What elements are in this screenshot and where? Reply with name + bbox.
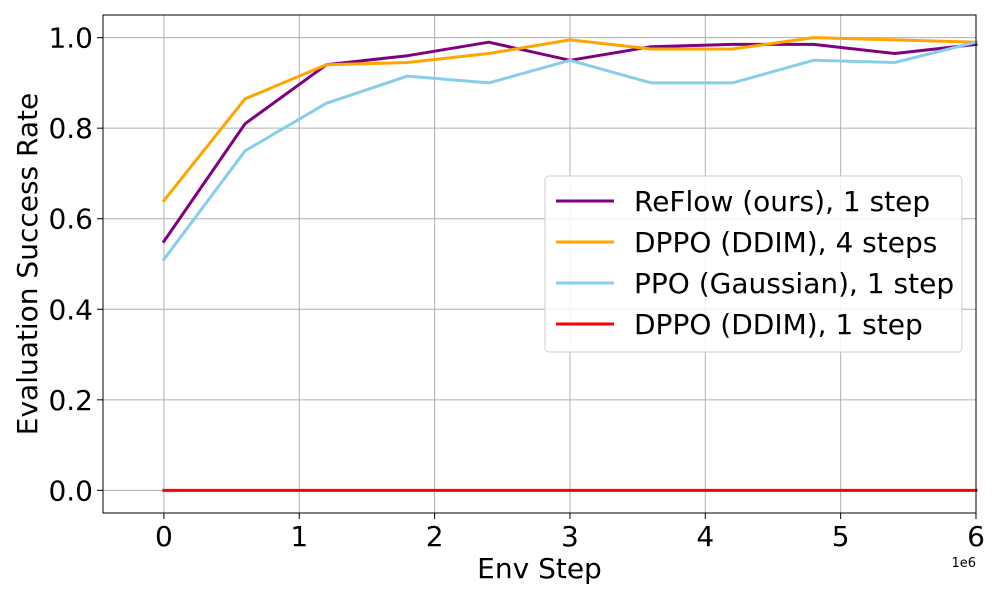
legend-label: PPO (Gaussian), 1 step — [634, 267, 954, 300]
x-tick-label: 5 — [832, 520, 850, 553]
y-tick-label: 0.2 — [48, 384, 93, 417]
legend: ReFlow (ours), 1 step DPPO (DDIM), 4 step… — [544, 175, 963, 353]
y-tick-label: 0.8 — [48, 112, 93, 145]
legend-box — [544, 175, 963, 353]
x-tick-label: 4 — [696, 520, 714, 553]
series-lines — [161, 36, 978, 492]
x-axis-label: Env Step — [477, 552, 602, 585]
y-axis-ticks: 0.0 0.2 0.4 0.6 0.8 1.0 — [48, 22, 103, 507]
x-tick-label: 0 — [155, 520, 173, 553]
y-tick-label: 0.4 — [48, 293, 93, 326]
y-tick-label: 1.0 — [48, 22, 93, 55]
x-tick-label: 1 — [290, 520, 308, 553]
legend-label: ReFlow (ours), 1 step — [634, 185, 930, 218]
legend-label: DPPO (DDIM), 4 steps — [634, 226, 937, 259]
x-axis-offset-label: 1e6 — [951, 556, 976, 571]
series-line-1 — [161, 36, 978, 203]
y-tick-label: 0.0 — [48, 474, 93, 507]
x-tick-label: 3 — [561, 520, 579, 553]
series-line-2 — [161, 40, 978, 262]
y-axis-label: Evaluation Success Rate — [11, 93, 44, 435]
x-tick-label: 2 — [426, 520, 444, 553]
x-tick-label: 6 — [967, 520, 985, 553]
y-tick-label: 0.6 — [48, 203, 93, 236]
legend-label: DPPO (DDIM), 1 step — [634, 308, 923, 341]
plot-frame — [102, 14, 977, 514]
x-axis-ticks: 0 1 2 3 4 5 6 — [155, 513, 985, 553]
